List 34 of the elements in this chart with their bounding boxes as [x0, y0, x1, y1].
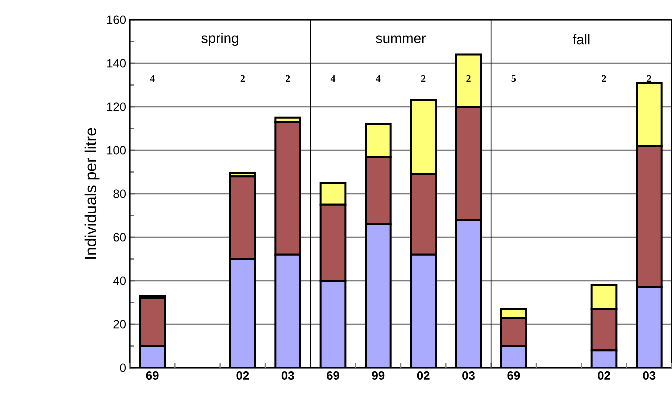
annotation: 2: [286, 75, 290, 82]
x-tick-label: 03: [462, 372, 475, 380]
x-tick-label: 69: [146, 372, 159, 380]
x-tick-label: 99: [372, 372, 385, 380]
x-tick-label: 69: [327, 372, 340, 380]
y-tick-label: 100: [107, 146, 126, 155]
annotation: 5: [512, 75, 516, 82]
y-tick-label: 120: [107, 102, 126, 112]
x-tick-label: 02: [417, 372, 430, 380]
annotation: summer: [376, 36, 426, 44]
annotation: 2: [240, 75, 245, 82]
annotation: spring: [202, 33, 238, 46]
annotation: 4: [376, 75, 381, 82]
y-tick-label: 60: [114, 233, 126, 242]
y-tick-label: 0: [120, 364, 126, 372]
annotation: 2: [466, 75, 471, 82]
y-tick-label: 40: [113, 276, 126, 286]
y-tick-label: 140: [107, 59, 126, 68]
x-tick-label: 03: [643, 372, 656, 380]
annotation: 2: [647, 75, 652, 82]
y-tick-label: 20: [114, 320, 126, 329]
x-tick-label: 02: [598, 372, 610, 380]
annotation: 4: [330, 75, 336, 82]
annotation: 2: [422, 75, 426, 82]
y-tick-label: 160: [107, 16, 126, 24]
annotation: 2: [602, 75, 606, 82]
x-tick-label: 03: [282, 372, 294, 380]
annotation: fall: [572, 34, 590, 45]
y-axis-title: Individuals per litre: [84, 128, 100, 259]
annotation: 4: [150, 75, 155, 82]
y-tick-label: 80: [114, 190, 126, 198]
bar: [636, 286, 663, 368]
x-tick-label: 69: [508, 372, 520, 380]
x-tick-label: 02: [236, 372, 250, 380]
